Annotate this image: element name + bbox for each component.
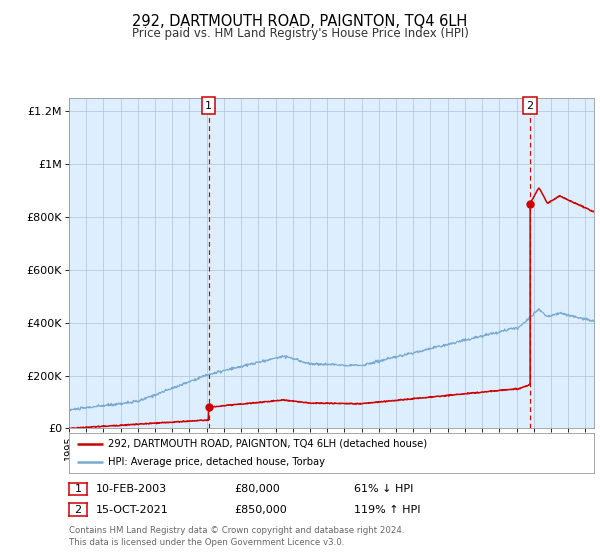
- Text: £850,000: £850,000: [234, 505, 287, 515]
- Text: Contains HM Land Registry data © Crown copyright and database right 2024.
This d: Contains HM Land Registry data © Crown c…: [69, 526, 404, 547]
- Text: 15-OCT-2021: 15-OCT-2021: [96, 505, 169, 515]
- Text: 2: 2: [527, 101, 534, 111]
- Text: 292, DARTMOUTH ROAD, PAIGNTON, TQ4 6LH: 292, DARTMOUTH ROAD, PAIGNTON, TQ4 6LH: [133, 14, 467, 29]
- Text: Price paid vs. HM Land Registry's House Price Index (HPI): Price paid vs. HM Land Registry's House …: [131, 27, 469, 40]
- Text: 2: 2: [74, 505, 82, 515]
- Text: HPI: Average price, detached house, Torbay: HPI: Average price, detached house, Torb…: [109, 458, 325, 467]
- Text: 61% ↓ HPI: 61% ↓ HPI: [354, 484, 413, 494]
- Text: 1: 1: [74, 484, 82, 494]
- Text: 10-FEB-2003: 10-FEB-2003: [96, 484, 167, 494]
- Text: 1: 1: [205, 101, 212, 111]
- Text: 119% ↑ HPI: 119% ↑ HPI: [354, 505, 421, 515]
- Text: £80,000: £80,000: [234, 484, 280, 494]
- Text: 292, DARTMOUTH ROAD, PAIGNTON, TQ4 6LH (detached house): 292, DARTMOUTH ROAD, PAIGNTON, TQ4 6LH (…: [109, 439, 427, 449]
